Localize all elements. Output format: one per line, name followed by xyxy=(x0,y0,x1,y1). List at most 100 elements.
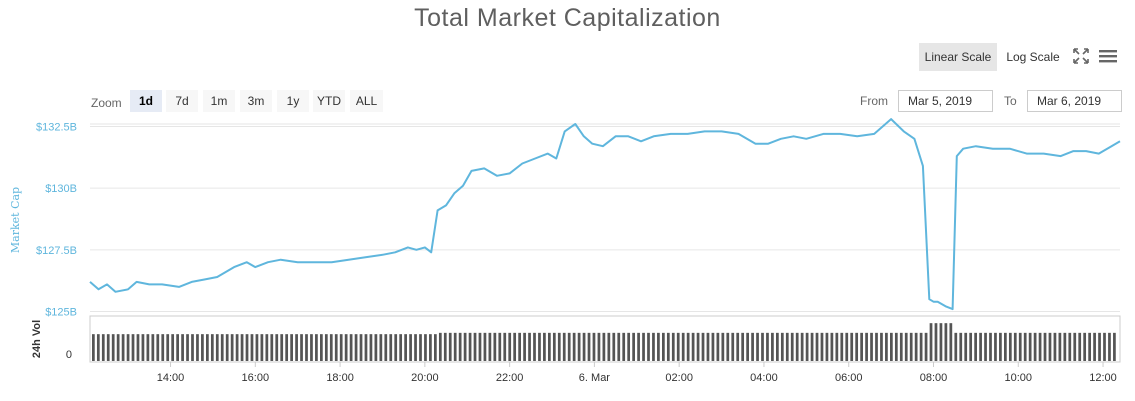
volume-bar xyxy=(721,332,725,361)
volume-bar xyxy=(776,332,779,361)
zoom-ytd-button[interactable]: YTD xyxy=(313,90,345,112)
volume-bar xyxy=(483,332,487,361)
volume-bar xyxy=(815,332,819,361)
volume-bar xyxy=(399,334,403,361)
volume-bar xyxy=(429,334,432,361)
x-tick-label: 08:00 xyxy=(920,372,948,384)
volume-bar xyxy=(577,332,581,361)
volume-bar xyxy=(359,334,363,361)
volume-bar xyxy=(280,334,284,361)
volume-bar xyxy=(379,334,383,361)
volume-bar xyxy=(369,334,373,361)
volume-bar xyxy=(523,332,526,361)
volume-bar xyxy=(845,332,849,361)
zoom-1m-button[interactable]: 1m xyxy=(203,90,235,112)
linear-scale-button[interactable]: Linear Scale xyxy=(919,43,997,71)
volume-bar xyxy=(731,332,735,361)
from-date-input[interactable] xyxy=(898,90,993,112)
volume-bar xyxy=(567,332,571,361)
volume-bar xyxy=(929,323,933,361)
volume-bar xyxy=(691,332,695,361)
volume-bar xyxy=(543,332,546,361)
to-date-input[interactable] xyxy=(1027,90,1122,112)
volume-bar xyxy=(607,332,611,361)
volume-bar xyxy=(458,332,462,361)
volume-bar xyxy=(820,332,824,361)
volume-bar xyxy=(1113,332,1116,361)
volume-bar xyxy=(364,334,368,361)
volume-bar xyxy=(701,332,705,361)
volume-bar xyxy=(230,334,234,361)
volume-bar xyxy=(612,332,616,361)
volume-bar xyxy=(751,332,754,361)
volume-bar xyxy=(785,332,789,361)
x-tick-label: 12:00 xyxy=(1089,372,1117,384)
volume-bar xyxy=(870,332,873,361)
volume-bar xyxy=(315,334,318,361)
volume-bar xyxy=(790,332,794,361)
volume-bar xyxy=(885,332,888,361)
volume-bar xyxy=(944,323,948,361)
zoom-7d-button[interactable]: 7d xyxy=(166,90,198,112)
volume-bar xyxy=(339,334,343,361)
volume-bar xyxy=(448,332,452,361)
volume-bar xyxy=(647,332,650,361)
volume-bar xyxy=(557,332,561,361)
volume-bar xyxy=(181,334,184,361)
volume-bar xyxy=(840,332,844,361)
volume-bar xyxy=(657,332,660,361)
volume-bar xyxy=(875,332,878,361)
zoom-3m-button[interactable]: 3m xyxy=(240,90,272,112)
volume-bar xyxy=(285,334,289,361)
volume-bar xyxy=(1053,332,1057,361)
x-tick-label: 16:00 xyxy=(242,372,270,384)
volume-bar xyxy=(1063,332,1067,361)
volume-bar xyxy=(810,332,814,361)
volume-bar xyxy=(176,334,179,361)
volume-bar xyxy=(240,334,244,361)
volume-bar xyxy=(320,334,323,361)
volume-bar xyxy=(771,332,774,361)
volume-bar xyxy=(434,334,437,361)
log-scale-button[interactable]: Log Scale xyxy=(1006,50,1060,64)
volume-bar xyxy=(1033,332,1037,361)
volume-bar xyxy=(686,332,690,361)
market-cap-line xyxy=(89,118,1121,311)
volume-bar xyxy=(419,334,422,361)
volume-bar xyxy=(191,334,194,361)
volume-bar xyxy=(438,332,442,361)
volume-bar xyxy=(528,332,531,361)
volume-bar xyxy=(716,332,720,361)
volume-bar xyxy=(562,332,566,361)
volume-bar xyxy=(989,332,992,361)
volume-bar xyxy=(795,332,799,361)
x-tick-label: 02:00 xyxy=(665,372,693,384)
fullscreen-icon[interactable] xyxy=(1071,46,1091,66)
volume-bar xyxy=(999,332,1002,361)
volume-pane-frame xyxy=(89,315,1121,363)
volume-bar xyxy=(617,332,621,361)
volume-bar xyxy=(329,334,333,361)
volume-bar xyxy=(245,334,249,361)
volume-bar xyxy=(805,332,809,361)
volume-bar xyxy=(830,332,834,361)
volume-bar xyxy=(538,332,541,361)
volume-bar xyxy=(508,332,512,361)
volume-bar xyxy=(1004,332,1007,361)
zoom-1y-button[interactable]: 1y xyxy=(277,90,309,112)
x-tick-label: 04:00 xyxy=(750,372,778,384)
volume-bar xyxy=(186,334,189,361)
zoom-1d-button[interactable]: 1d xyxy=(130,90,162,112)
volume-bar xyxy=(627,332,631,361)
volume-bar xyxy=(676,332,680,361)
volume-bar xyxy=(1108,332,1111,361)
volume-bar xyxy=(136,334,140,361)
volume-bar xyxy=(1078,332,1082,361)
zoom-all-button[interactable]: ALL xyxy=(350,90,383,112)
volume-bar xyxy=(210,334,214,361)
volume-bar xyxy=(1028,332,1032,361)
hamburger-menu-icon[interactable] xyxy=(1098,46,1118,66)
zoom-label: Zoom xyxy=(91,96,122,110)
volume-bar xyxy=(1058,332,1062,361)
y-axis-title: Market Cap xyxy=(9,187,22,253)
